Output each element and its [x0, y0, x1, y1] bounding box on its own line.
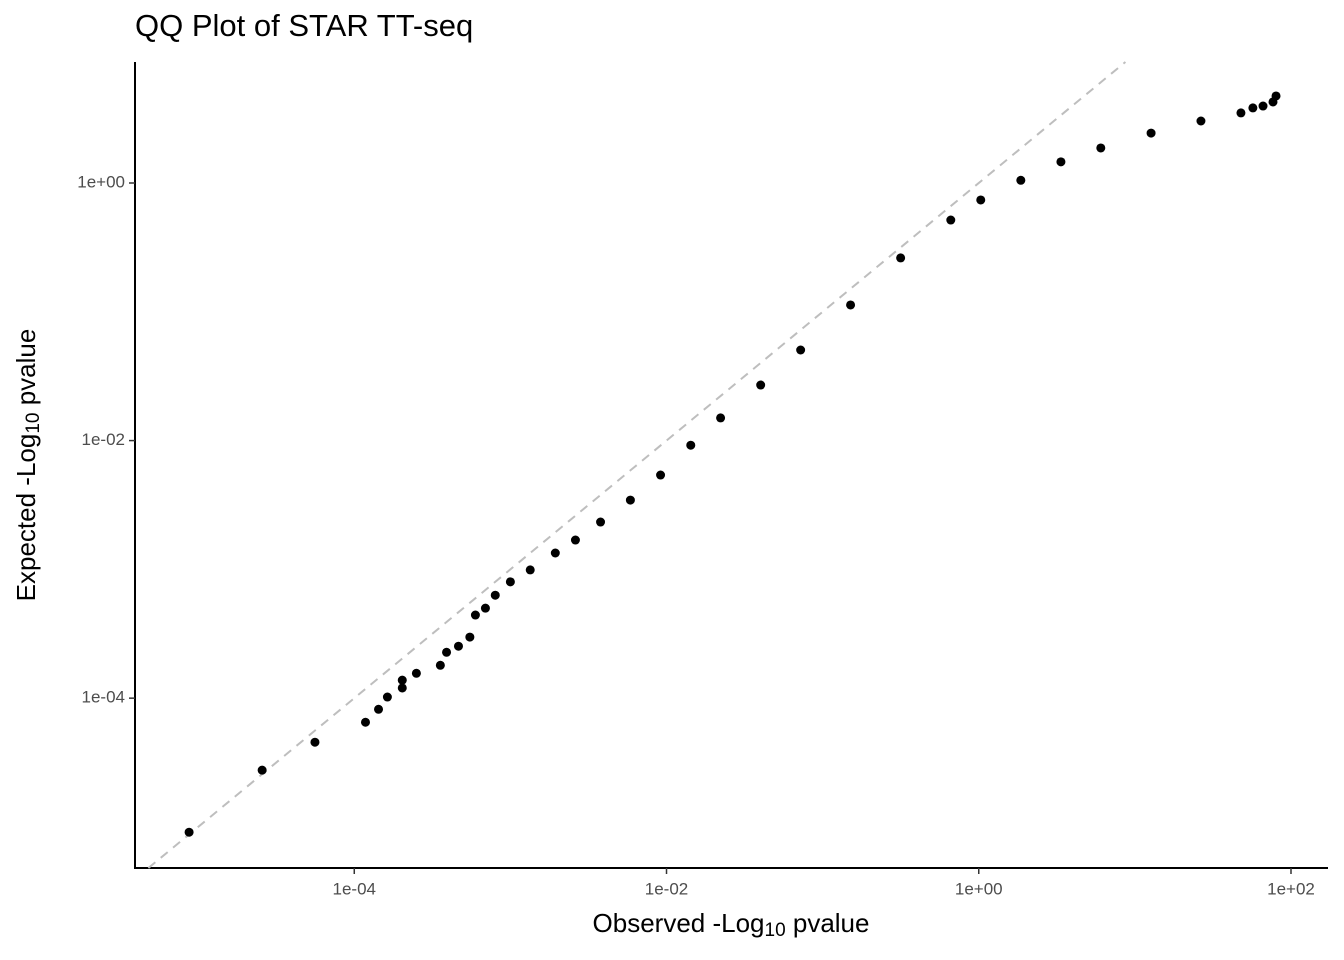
x-axis-label: Observed -Log10 pvalue [593, 908, 870, 941]
y-tick-label: 1e+00 [77, 172, 125, 191]
point [596, 517, 606, 527]
x-tick-label: 1e+02 [1267, 879, 1315, 898]
x-label-part: pvalue [786, 908, 870, 938]
point [896, 253, 906, 263]
point [257, 765, 267, 775]
point [442, 647, 452, 657]
point [382, 692, 392, 702]
point [846, 300, 856, 310]
point [397, 683, 407, 693]
x-tick-label: 1e-02 [645, 879, 688, 898]
point [411, 668, 421, 678]
point [360, 717, 370, 727]
y-label-part: pvalue [11, 329, 41, 413]
x-label-part: Observed -Log [593, 908, 765, 938]
point [1248, 103, 1258, 113]
point [453, 641, 463, 651]
point [505, 577, 515, 587]
point [570, 535, 580, 545]
point [686, 440, 696, 450]
point [1016, 175, 1026, 185]
point [1271, 91, 1281, 101]
point [946, 215, 956, 225]
point [1056, 157, 1066, 167]
x-tick-label: 1e+00 [955, 879, 1003, 898]
y-label-part: Expected -Log [11, 434, 41, 602]
point [656, 470, 666, 480]
x-tick-label: 1e-04 [333, 879, 376, 898]
point [397, 675, 407, 685]
reference-line [147, 61, 1127, 869]
point [796, 345, 806, 355]
point [435, 660, 445, 670]
point [716, 413, 726, 423]
y-label-sub: 10 [23, 413, 44, 434]
x-label-sub: 10 [765, 920, 786, 941]
y-axis-label: Expected -Log10 pvalue [11, 329, 44, 602]
point [184, 827, 194, 837]
point [525, 565, 535, 575]
chart-title: QQ Plot of STAR TT-seq [135, 8, 473, 43]
y-tick-label: 1e-02 [82, 430, 125, 449]
point [470, 610, 480, 620]
point [374, 704, 384, 714]
point [490, 590, 500, 600]
y-tick-label: 1e-04 [82, 688, 125, 707]
point [465, 632, 475, 642]
point [976, 195, 986, 205]
point [1196, 116, 1206, 126]
point [480, 603, 490, 613]
point [1146, 128, 1156, 138]
point [625, 495, 635, 505]
point [1236, 108, 1246, 118]
point [550, 548, 560, 558]
point [1096, 143, 1106, 153]
point [310, 737, 320, 747]
point [1258, 101, 1268, 111]
point [756, 380, 766, 390]
